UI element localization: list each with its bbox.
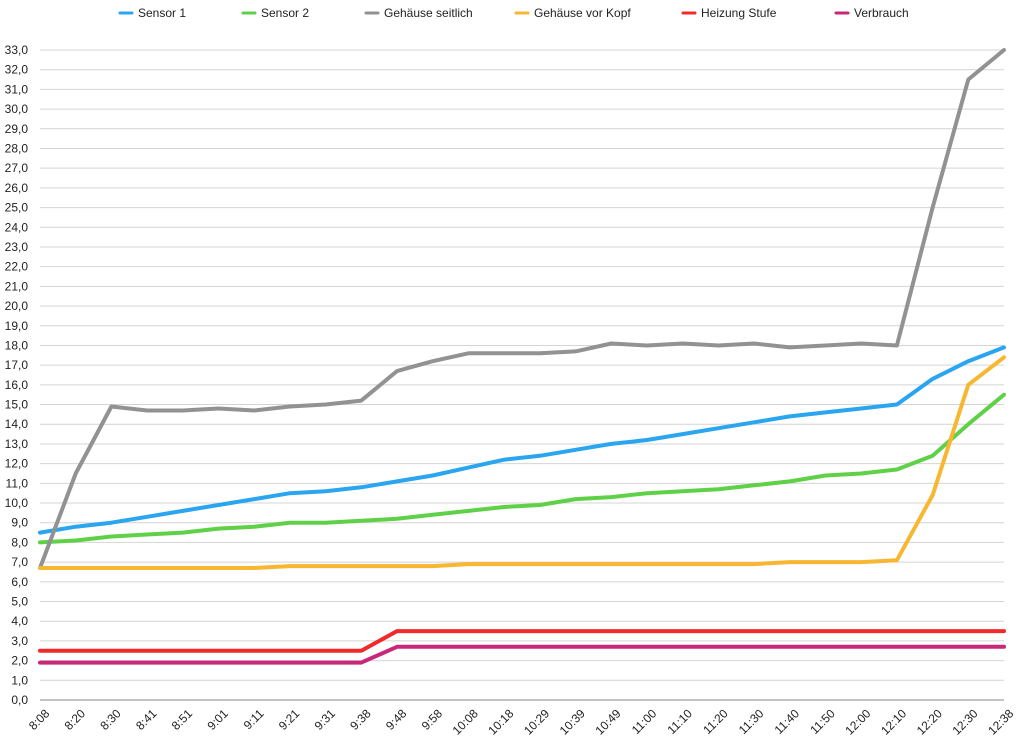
x-tick-label: 8:41 xyxy=(133,706,160,733)
y-axis-ticks: 0,0 1,0 2,0 3,0 4,0 5,0 6,0 7,0 8,0 9,0 10,0 11,0 12… xyxy=(5,43,29,707)
series-lines xyxy=(38,48,1006,665)
x-tick-label: 9:31 xyxy=(312,706,339,733)
x-tick-label: 10:29 xyxy=(521,706,552,736)
y-tick-label: 8,0 xyxy=(11,535,28,549)
y-tick-label: 28,0 xyxy=(5,141,29,155)
x-tick-label: 10:49 xyxy=(592,706,623,736)
y-tick-label: 15,0 xyxy=(5,398,29,412)
y-tick-label: 11,0 xyxy=(6,476,29,490)
y-tick-label: 14,0 xyxy=(5,417,29,431)
y-tick-label: 19,0 xyxy=(5,319,29,333)
y-tick-label: 24,0 xyxy=(5,220,29,234)
series-line-gehäuse-seitlich xyxy=(38,48,1006,570)
legend-label: Verbrauch xyxy=(854,6,909,20)
series-line-sensor-2 xyxy=(38,392,1006,545)
y-tick-label: 6,0 xyxy=(11,575,28,589)
y-tick-label: 18,0 xyxy=(5,338,29,352)
y-tick-label: 29,0 xyxy=(5,122,29,136)
x-axis-ticks: 8:08 8:20 8:30 8:41 8:51 9:01 9:11 9:21 9:31 9:38… xyxy=(26,706,1017,736)
x-tick-label: 10:18 xyxy=(485,706,516,736)
series-line-heizung-stufe xyxy=(38,629,1006,653)
x-tick-label: 8:20 xyxy=(62,706,89,733)
legend-label: Sensor 2 xyxy=(261,6,309,20)
y-tick-label: 20,0 xyxy=(5,299,29,313)
x-tick-label: 11:10 xyxy=(665,706,696,736)
x-tick-label: 11:00 xyxy=(629,706,660,736)
y-tick-label: 31,0 xyxy=(5,82,29,96)
x-tick-label: 9:01 xyxy=(204,706,231,733)
y-tick-label: 32,0 xyxy=(5,63,29,77)
x-tick-label: 9:38 xyxy=(347,706,374,733)
legend-label: Gehäuse seitlich xyxy=(384,6,473,20)
x-tick-label: 11:40 xyxy=(772,706,803,736)
y-tick-label: 2,0 xyxy=(11,654,28,668)
y-tick-label: 25,0 xyxy=(5,201,29,215)
y-tick-label: 17,0 xyxy=(5,358,29,372)
y-tick-label: 9,0 xyxy=(11,516,28,530)
y-tick-label: 3,0 xyxy=(11,634,28,648)
x-tick-label: 10:08 xyxy=(450,706,481,736)
x-tick-label: 8:08 xyxy=(26,706,53,733)
x-tick-label: 12:00 xyxy=(842,706,873,736)
y-tick-label: 30,0 xyxy=(5,102,29,116)
series-line-verbrauch xyxy=(38,644,1006,665)
x-tick-label: 9:21 xyxy=(276,706,303,733)
grid xyxy=(40,49,1004,701)
y-tick-label: 16,0 xyxy=(5,378,29,392)
x-tick-label: 10:39 xyxy=(557,706,588,736)
x-tick-label: 11:30 xyxy=(736,706,767,736)
x-tick-label: 8:51 xyxy=(169,706,196,733)
x-tick-label: 8:30 xyxy=(97,706,124,733)
y-tick-label: 1,0 xyxy=(11,673,28,687)
y-tick-label: 7,0 xyxy=(11,555,28,569)
y-tick-label: 13,0 xyxy=(5,437,29,451)
x-tick-label: 9:48 xyxy=(383,706,410,733)
y-tick-label: 22,0 xyxy=(5,260,29,274)
y-tick-label: 0,0 xyxy=(11,693,28,707)
y-tick-label: 33,0 xyxy=(5,43,29,57)
y-tick-label: 12,0 xyxy=(5,457,29,471)
legend-label: Sensor 1 xyxy=(138,6,186,20)
x-tick-label: 9:11 xyxy=(241,706,267,732)
x-tick-label: 12:30 xyxy=(950,706,981,736)
x-tick-label: 11:20 xyxy=(700,706,731,736)
x-tick-label: 11:50 xyxy=(807,706,838,736)
series-line-sensor-1 xyxy=(38,345,1006,535)
x-tick-label: 9:58 xyxy=(419,706,446,733)
x-tick-label: 12:20 xyxy=(914,706,945,736)
legend: Sensor 1 Sensor 2 Gehäuse seitlich Gehäuse … xyxy=(118,6,909,20)
y-tick-label: 5,0 xyxy=(11,595,28,609)
series-line-gehäuse-vor-kopf xyxy=(38,355,1006,570)
y-tick-label: 21,0 xyxy=(5,279,29,293)
y-tick-label: 26,0 xyxy=(5,181,29,195)
x-tick-label: 12:10 xyxy=(878,706,909,736)
y-tick-label: 23,0 xyxy=(5,240,29,254)
y-tick-label: 10,0 xyxy=(5,496,29,510)
y-tick-label: 27,0 xyxy=(5,161,29,175)
legend-label: Heizung Stufe xyxy=(701,6,777,20)
legend-label: Gehäuse vor Kopf xyxy=(534,6,631,20)
x-tick-label: 12:38 xyxy=(985,706,1016,736)
y-tick-label: 4,0 xyxy=(11,614,28,628)
